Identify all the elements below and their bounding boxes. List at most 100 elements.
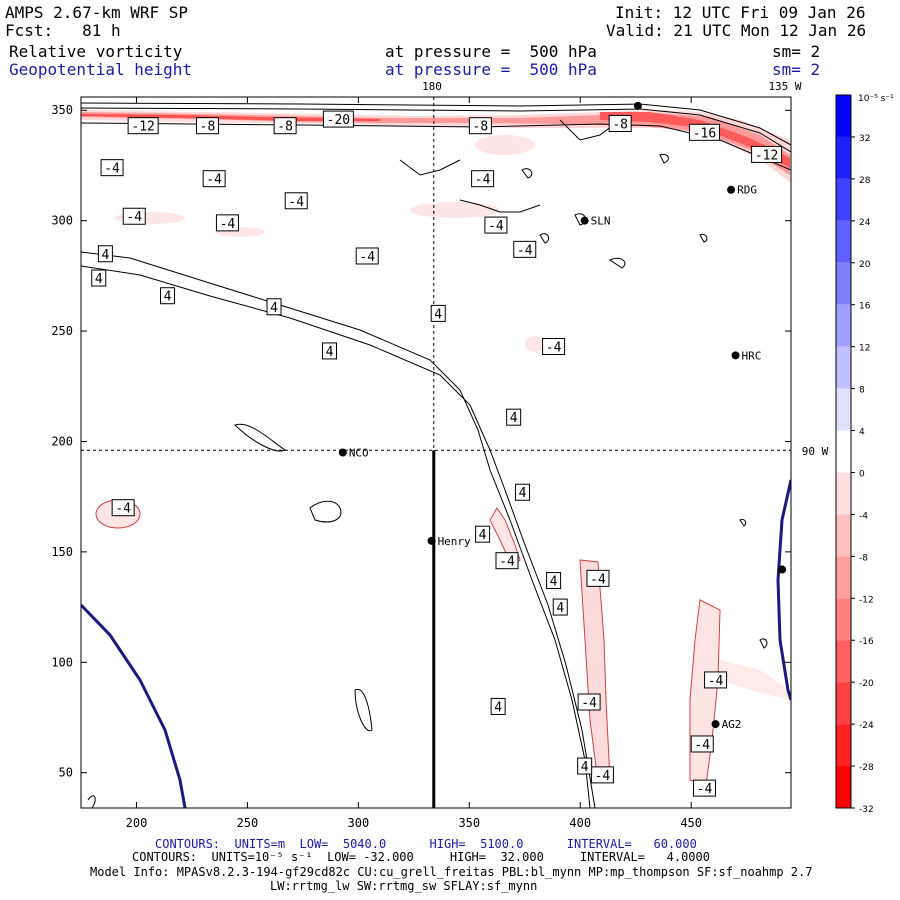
- station-marker: [778, 565, 787, 574]
- colorbar: 32 28 24 20 16 12 8 4 0 -4 -8 -12 -16 -20 -24 -28 -32: [835, 94, 874, 815]
- height-contour-label-text: 4: [270, 301, 278, 316]
- station-marker: [427, 536, 436, 545]
- contour-labels: -12 -8 -8 -20 -8 -8 -16 -12 -4 -4 -4 -4 -4 -4 -4 -4 -4 -4…: [91, 110, 783, 797]
- vorticity-contour-label-text: -8: [200, 120, 216, 135]
- station-label: HRC: [742, 349, 762, 362]
- colorbar-tick-label: 24: [859, 218, 871, 228]
- height-contour-label-box: [475, 525, 491, 543]
- height-contour-label: 4: [577, 757, 593, 775]
- vorticity-contour-label: -4: [111, 499, 135, 517]
- vorticity-contour-label: -4: [692, 779, 716, 797]
- height-contour-label-box: [546, 572, 562, 590]
- height-contour-label: 4: [546, 572, 562, 590]
- height-contour-label-text: 4: [434, 307, 442, 322]
- height-contour-label-box: [430, 304, 446, 322]
- vorticity-contour-label: -4: [513, 240, 537, 258]
- vorticity-contour-label-box: [542, 338, 566, 356]
- height-contour-label-text: 4: [510, 411, 518, 426]
- height-contour-label-text: 4: [479, 528, 487, 543]
- colorbar-swatch: [836, 95, 851, 137]
- plot-frame: [80, 96, 792, 809]
- colorbar-tick-label: -32: [859, 805, 874, 815]
- station-marker: [580, 216, 589, 225]
- vorticity-shading: [81, 110, 790, 785]
- lon-90w-label: 90 W: [802, 445, 829, 458]
- footer-height-contours: CONTOURS: UNITS=m LOW= 5040.0 HIGH= 5100…: [155, 837, 697, 851]
- vorticity-contour-label-box: [127, 117, 159, 135]
- vorticity-contour-label: -16: [688, 123, 720, 141]
- colorbar-swatch: [836, 178, 851, 221]
- colorbar-swatch: [836, 556, 851, 599]
- vorticity-contour-label: -4: [100, 159, 124, 177]
- vorticity-contour-label-box: [111, 499, 135, 517]
- height-contour-label: 4: [322, 342, 337, 360]
- colorbar-tick-label: -20: [859, 679, 874, 689]
- height-contour-label-box: [322, 342, 337, 360]
- colorbar-tick-label: -28: [859, 763, 874, 773]
- height-contour-label-box: [552, 598, 568, 616]
- field2-level: at pressure = 500 hPa: [385, 60, 597, 79]
- y-tick-label: 300: [51, 214, 73, 228]
- vorticity-contour-label-box: [586, 569, 610, 587]
- footer-model-info: Model Info: MPASv8.2.3-194-gf29cd82c CU:…: [90, 865, 813, 879]
- colorbar-frame: [835, 94, 852, 809]
- station-marker: [731, 351, 740, 360]
- init-time: Init: 12 UTC Fri 09 Jan 26: [615, 3, 866, 22]
- height-contour-label-text: 4: [494, 700, 502, 715]
- colorbar-tick-label: 32: [859, 134, 870, 144]
- vorticity-contour-label: -4: [495, 552, 519, 570]
- vorticity-contour-label: -4: [704, 671, 728, 689]
- vorticity-contour-label: -4: [284, 192, 308, 210]
- colorbar-swatch: [836, 640, 851, 683]
- station-label: NCO: [349, 447, 369, 460]
- vorticity-contour-label-box: [513, 240, 537, 258]
- vorticity-contour-label-text: -4: [126, 210, 142, 225]
- vorticity-contour-label-text: -4: [359, 250, 375, 265]
- colorbar-tick-label: 12: [859, 344, 870, 354]
- footer-physics-info: LW:rrtmg_lw SW:rrtmg_sw SFLAY:sf_mynn: [270, 879, 538, 893]
- x-tick-label: 450: [680, 816, 702, 830]
- model-title: AMPS 2.67-km WRF SP: [5, 3, 189, 22]
- field1-level: at pressure = 500 hPa: [385, 42, 597, 61]
- vorticity-contour-label-box: [495, 552, 519, 570]
- height-contour-label: 4: [430, 304, 446, 322]
- height-contour-label-box: [160, 287, 176, 305]
- vorticity-contour-label-text: -8: [277, 120, 293, 135]
- height-contour-label-text: 4: [164, 290, 172, 305]
- vorticity-contour-label-text: -4: [488, 219, 504, 234]
- vorticity-contour-label: -4: [690, 735, 714, 753]
- height-contour-label: 4: [552, 598, 568, 616]
- colorbar-swatch: [836, 220, 851, 263]
- vorticity-contour-label-text: -12: [131, 120, 154, 135]
- y-tick-label: 100: [51, 655, 73, 669]
- colorbar-swatch: [836, 724, 851, 767]
- y-tick-label: 50: [59, 766, 73, 780]
- lon-180-label: 180: [422, 80, 442, 93]
- height-contour-label-text: 4: [550, 575, 558, 590]
- height-contour-label-box: [490, 697, 506, 715]
- vorticity-contour-label-text: -4: [288, 195, 304, 210]
- colorbar-unit: 10⁻⁵ s⁻¹: [858, 94, 894, 104]
- field1-name: Relative vorticity: [9, 42, 183, 61]
- height-contour-label: 4: [91, 269, 107, 287]
- vorticity-contour-label-text: -4: [206, 173, 222, 188]
- colorbar-swatch: [836, 514, 851, 557]
- height-contours: [81, 479, 791, 808]
- colorbar-tick-label: -4: [859, 511, 868, 521]
- colorbar-tick-label: 16: [859, 302, 871, 312]
- vorticity-contour-label: -12: [127, 117, 159, 135]
- vorticity-contour-label-box: [690, 735, 714, 753]
- vorticity-contour-label-text: -4: [115, 502, 131, 517]
- colorbar-tick-label: 0: [859, 469, 865, 479]
- lon-135w-label: 135 W: [768, 80, 801, 93]
- height-contour-label: 4: [490, 697, 506, 715]
- vorticity-contour-label-box: [215, 214, 239, 232]
- vorticity-contour-label-text: -20: [327, 113, 350, 128]
- height-contour-label-box: [506, 408, 522, 426]
- vorticity-contour-label: -8: [608, 114, 632, 132]
- vorticity-contour-label-text: -4: [708, 674, 724, 689]
- vorticity-contour-label-text: -12: [755, 148, 778, 163]
- vorticity-contour-label: -20: [322, 110, 354, 128]
- vorticity-contour-label-box: [284, 192, 308, 210]
